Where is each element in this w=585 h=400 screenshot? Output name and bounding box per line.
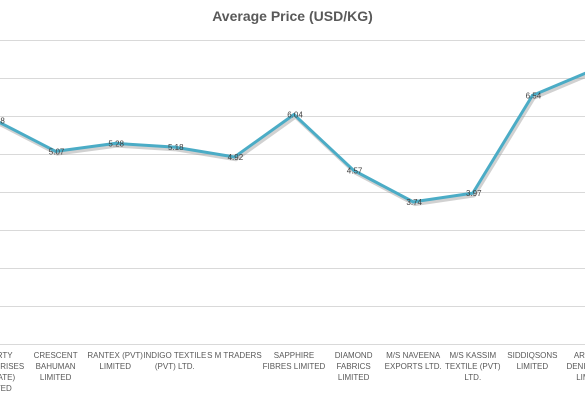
data-point (352, 168, 356, 172)
category-label-line: FIBRES LIMITED (263, 362, 326, 371)
category-label-line: LTD. (464, 373, 481, 382)
category-label-line: CRESCENT (34, 351, 78, 360)
category-label-line: LIMITED (517, 362, 549, 371)
category-label-line: DIAMOND (335, 351, 373, 360)
category-label-line: EXPORTS LTD. (385, 362, 442, 371)
data-label: 4.92 (228, 153, 244, 162)
category-label: RANTEX (PVT) LIMITED (87, 351, 143, 371)
category-label: ARTISTIC DENIM MILLS LIMITED (566, 351, 585, 382)
category-label-line: (PRIVATE) (0, 373, 16, 382)
data-point (471, 191, 475, 195)
data-label: 3.97 (466, 189, 482, 198)
category-label-line: TEXTILE (PVT) (445, 362, 501, 371)
category-label: M/S NAVEENA EXPORTS LTD. (385, 351, 442, 371)
data-label: 5.88 (0, 117, 5, 126)
chart-title: Average Price (USD/KG) (212, 8, 373, 24)
category-label: S M TRADERS (207, 351, 262, 360)
category-label-line: ARTISTIC (574, 351, 585, 360)
data-label: 5.18 (168, 143, 184, 152)
data-label: 5.28 (108, 139, 124, 148)
data-label: 6.04 (287, 110, 303, 119)
series-line-shadow (0, 74, 585, 207)
series-line (0, 71, 585, 204)
category-label-line: INDIGO TEXTILE (143, 351, 206, 360)
gridlines (0, 40, 585, 345)
category-label-line: LIMITED (0, 384, 12, 393)
category-label-line: RANTEX (PVT) (87, 351, 143, 360)
category-label-line: BAHUMAN (36, 362, 76, 371)
data-point (173, 145, 177, 149)
category-label-line: LIMITED (338, 373, 370, 382)
data-point (411, 200, 415, 204)
category-label-line: DENIM MILLS (566, 362, 585, 371)
data-label: 3.74 (406, 198, 422, 207)
data-label: 4.57 (347, 166, 363, 175)
category-label: M/S KASSIM TEXTILE (PVT) LTD. (445, 351, 501, 382)
data-point (232, 155, 236, 159)
category-label: INDIGO TEXTILE (PVT) LTD. (143, 351, 206, 371)
category-label-line: SAPPHIRE (274, 351, 314, 360)
category-label-line: SIDDIQSONS (507, 351, 557, 360)
category-label: SIDDIQSONS LIMITED (507, 351, 557, 371)
category-label-line: LIMITED (40, 373, 72, 382)
category-label: CRESCENT BAHUMAN LIMITED (34, 351, 78, 382)
category-label-line: (PVT) LTD. (155, 362, 195, 371)
data-label: 6.54 (526, 91, 542, 100)
category-label-line: LIMITED (576, 373, 585, 382)
category-label-line: ENTERPRISES (0, 362, 24, 371)
data-label: 5.07 (49, 147, 65, 156)
category-label-line: M/S NAVEENA (386, 351, 441, 360)
data-point (54, 149, 58, 153)
category-label-line: M/S KASSIM (449, 351, 496, 360)
category-label: DIAMOND FABRICS LIMITED (335, 351, 373, 382)
category-label-line: LIMITED (99, 362, 131, 371)
data-point (530, 93, 534, 97)
category-label-line: S M TRADERS (207, 351, 262, 360)
data-point (292, 112, 296, 116)
category-label-line: LIBERTY (0, 351, 13, 360)
category-label: SAPPHIRE FIBRES LIMITED (263, 351, 326, 371)
category-label: LIBERTY ENTERPRISES (PRIVATE) LIMITED (0, 351, 24, 393)
category-label-line: FABRICS (336, 362, 370, 371)
data-point (113, 141, 117, 145)
